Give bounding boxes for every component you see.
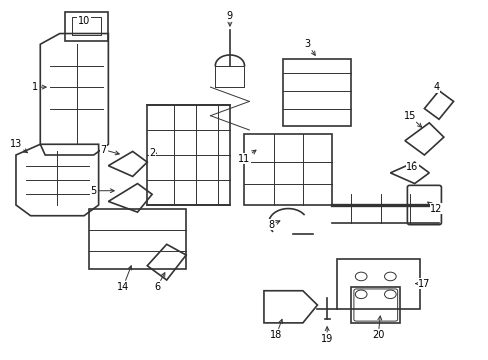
- Text: 3: 3: [304, 39, 315, 55]
- Text: 5: 5: [90, 186, 114, 196]
- Text: 16: 16: [406, 162, 418, 172]
- Text: 8: 8: [267, 220, 279, 230]
- Text: 19: 19: [321, 327, 333, 344]
- Text: 9: 9: [226, 11, 232, 26]
- Text: 11: 11: [238, 150, 255, 163]
- Text: 7: 7: [100, 145, 119, 155]
- Text: 18: 18: [269, 319, 282, 341]
- Text: 6: 6: [154, 273, 164, 292]
- Text: 13: 13: [10, 139, 27, 153]
- Text: 10: 10: [78, 16, 90, 26]
- Text: 1: 1: [32, 82, 46, 92]
- Text: 2: 2: [149, 148, 156, 158]
- Text: 12: 12: [427, 202, 442, 213]
- Text: 14: 14: [117, 266, 131, 292]
- Text: 20: 20: [371, 316, 384, 341]
- Text: 4: 4: [432, 82, 439, 94]
- Text: 17: 17: [415, 279, 430, 289]
- Text: 15: 15: [403, 111, 421, 127]
